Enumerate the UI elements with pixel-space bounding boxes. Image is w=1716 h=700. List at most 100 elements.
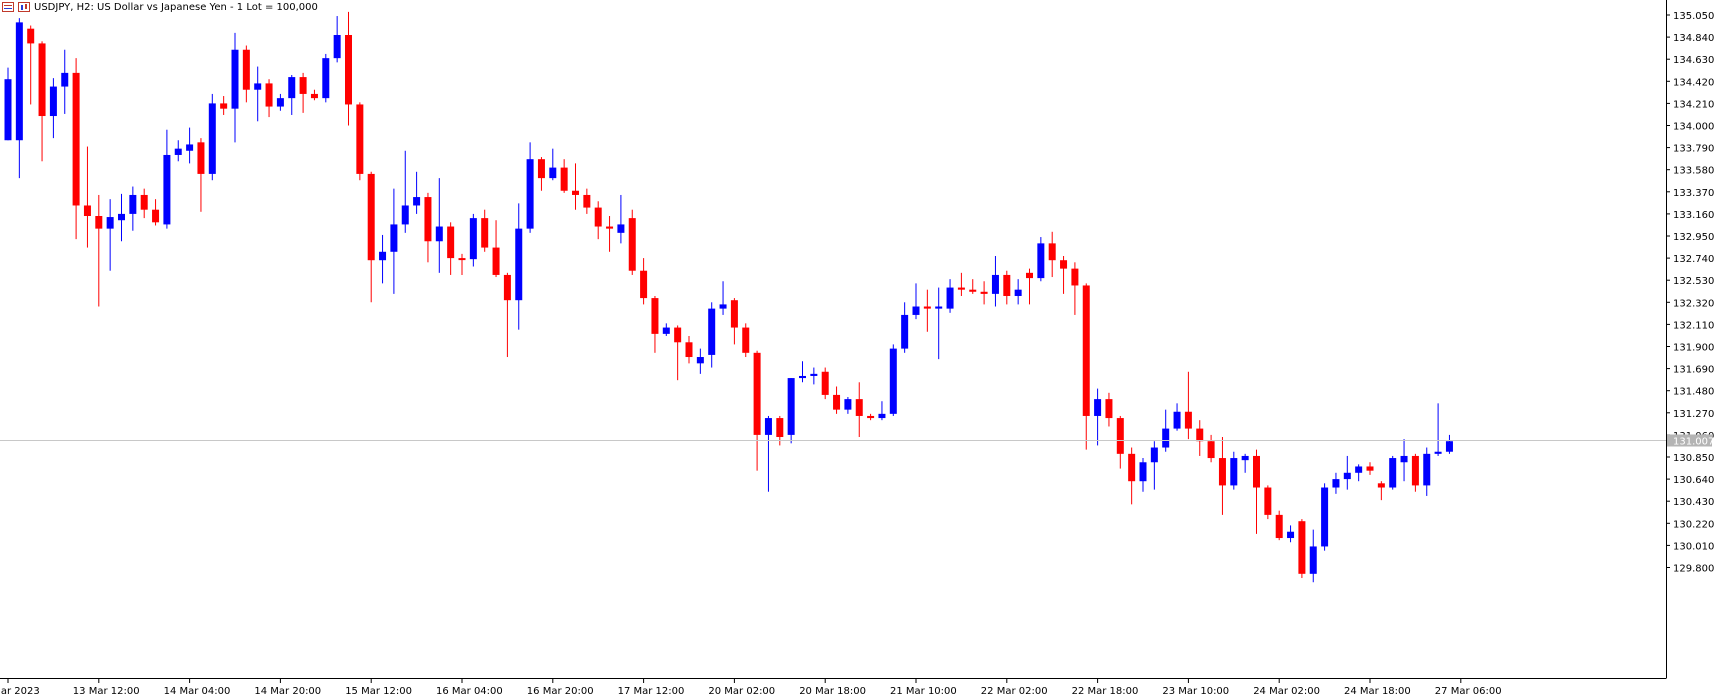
candle <box>651 295 659 353</box>
candle-body <box>1434 451 1442 454</box>
candle-body <box>118 213 125 221</box>
candle-body <box>753 352 761 435</box>
candle-body <box>889 348 897 414</box>
y-tick-label: 130.640 <box>1673 475 1714 486</box>
candle <box>447 222 455 275</box>
grid-icon[interactable] <box>2 2 14 12</box>
candle-body <box>1150 447 1158 463</box>
candle <box>810 367 818 385</box>
candle <box>708 302 716 368</box>
candle <box>1037 237 1045 282</box>
candle-body <box>1366 466 1374 471</box>
candle-body <box>730 300 738 328</box>
candle <box>1162 409 1170 452</box>
y-tick-label: 134.210 <box>1673 99 1714 110</box>
candle <box>1128 447 1136 505</box>
candle-body <box>1332 479 1340 488</box>
candle <box>1150 441 1158 490</box>
candle <box>345 11 352 126</box>
y-tick-label: 130.220 <box>1673 519 1714 530</box>
candle-body <box>208 103 216 174</box>
candle <box>49 78 57 139</box>
x-tick-label: 10 Mar 2023 <box>0 686 40 697</box>
candle <box>776 415 784 446</box>
candle <box>276 93 284 111</box>
candle <box>1264 485 1272 520</box>
y-tick-label: 133.790 <box>1673 144 1714 155</box>
candle <box>152 199 160 226</box>
candle-body <box>594 207 602 227</box>
candle-body <box>583 194 591 208</box>
candle-body <box>1411 455 1419 486</box>
candle <box>515 203 523 330</box>
candle-body <box>83 205 91 217</box>
candle-body <box>1105 399 1113 419</box>
x-tick-label: 24 Mar 18:00 <box>1344 686 1411 697</box>
y-tick-label: 131.480 <box>1673 387 1714 398</box>
candle <box>969 279 977 294</box>
candle-body <box>231 49 239 109</box>
candle-body <box>49 86 57 117</box>
candle-body <box>867 415 875 419</box>
candle <box>1082 283 1090 450</box>
candle-body <box>572 190 579 195</box>
candle-body <box>163 154 171 225</box>
y-tick-label: 134.420 <box>1673 77 1714 88</box>
candle <box>662 323 670 336</box>
candle-body <box>969 289 977 292</box>
candle-body <box>1298 521 1306 574</box>
candle <box>174 140 182 162</box>
candle-body <box>708 308 716 355</box>
candle-body <box>1389 458 1397 488</box>
candle <box>27 25 35 105</box>
candle-body <box>606 226 614 229</box>
candle-body <box>1218 458 1226 486</box>
y-tick-label: 132.740 <box>1673 254 1714 265</box>
candle-body <box>265 83 273 107</box>
candle-body <box>1253 455 1260 488</box>
candle-body <box>787 378 795 435</box>
candle-body <box>95 216 103 229</box>
candle-body <box>833 394 841 410</box>
candle-body <box>458 258 466 261</box>
candle <box>299 72 307 113</box>
candle-body <box>481 218 489 248</box>
candle <box>912 283 920 320</box>
candle-body <box>276 98 284 107</box>
y-tick-label: 130.850 <box>1673 453 1714 464</box>
y-tick-label: 131.900 <box>1673 343 1714 354</box>
candle <box>1275 510 1283 541</box>
candle <box>1321 483 1329 551</box>
y-tick-label: 133.580 <box>1673 166 1714 177</box>
candle <box>1048 231 1056 278</box>
candle <box>878 401 886 421</box>
candle-body <box>764 418 772 435</box>
candle <box>95 194 103 307</box>
candle-body <box>4 79 12 141</box>
candle-body <box>1128 453 1136 482</box>
candle <box>526 142 534 233</box>
candle <box>730 298 738 345</box>
candle-body <box>991 274 999 294</box>
candle-body <box>424 197 432 242</box>
candle <box>1366 462 1374 475</box>
candle-body <box>72 72 80 206</box>
candle <box>106 199 114 271</box>
candle <box>401 150 409 233</box>
candle <box>208 93 216 181</box>
y-tick-label: 131.270 <box>1673 409 1714 420</box>
candle <box>1298 519 1306 579</box>
candle-body <box>821 371 829 395</box>
candle <box>356 102 364 181</box>
y-tick-label: 130.010 <box>1673 541 1714 552</box>
candle <box>1207 434 1215 463</box>
candle-body <box>719 304 727 309</box>
candle-body <box>549 167 557 179</box>
candle <box>1445 434 1453 454</box>
candle <box>719 281 727 315</box>
bars-icon[interactable] <box>18 2 30 12</box>
x-tick-label: 20 Mar 02:00 <box>708 686 775 697</box>
candle <box>4 67 12 141</box>
candle-body <box>560 167 568 191</box>
